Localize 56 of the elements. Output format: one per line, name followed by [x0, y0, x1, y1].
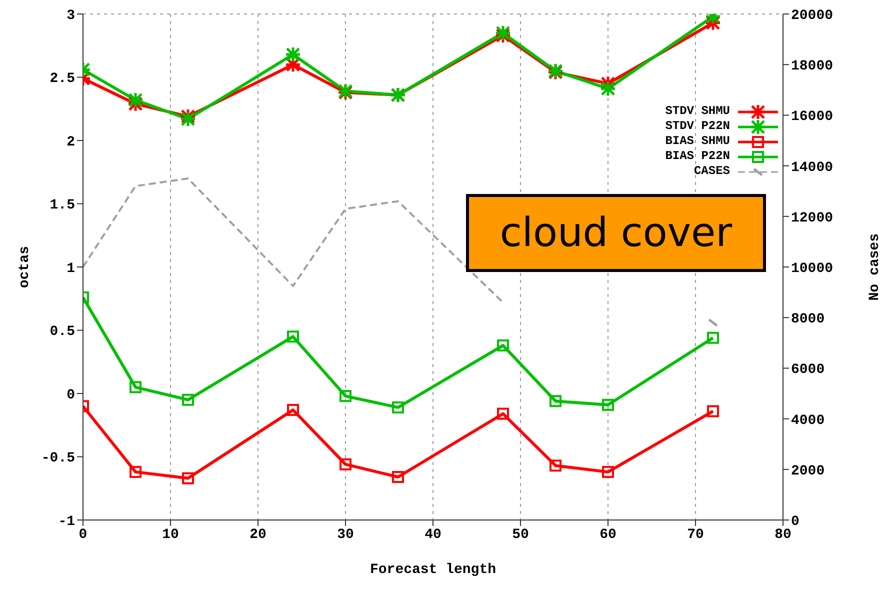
y2-tick-label: 2000 [791, 463, 825, 480]
y2-axis-title: No cases [866, 233, 883, 301]
y2-tick-label: 18000 [791, 58, 834, 75]
x-tick-label: 0 [78, 526, 88, 543]
y-axis-title: octas [16, 246, 33, 288]
y-tick-label: 0.5 [50, 324, 75, 340]
x-axis-title: Forecast length [370, 562, 496, 578]
legend-label: STDV P22N [665, 119, 730, 134]
point [392, 470, 404, 483]
point [182, 394, 194, 406]
x-tick-label: 50 [512, 526, 529, 543]
y-tick-label: -0.5 [41, 450, 75, 467]
y-tick-label: 1.5 [50, 198, 75, 214]
y-tick-label: 0 [66, 387, 75, 404]
y2-tick-label: 10000 [791, 260, 834, 277]
y-tick-label: 1 [66, 260, 75, 277]
point [497, 408, 509, 420]
x-tick-label: 70 [687, 526, 704, 543]
legend-label: BIAS SHMU [665, 134, 730, 149]
point [287, 404, 299, 416]
y-tick-label: 3 [66, 8, 75, 24]
point [550, 395, 562, 408]
x-tick-label: 10 [162, 526, 179, 543]
x-tick-label: 80 [774, 526, 792, 543]
point [602, 398, 614, 411]
x-tick-label: 20 [250, 526, 266, 543]
point [130, 381, 142, 394]
legend-label: BIAS P22N [665, 149, 730, 164]
y2-tick-label: 6000 [791, 362, 825, 378]
point [392, 401, 404, 414]
y-tick-label: 2.5 [50, 71, 75, 88]
point [707, 332, 719, 344]
y-tick-label: -1 [58, 514, 75, 530]
annotation: cloud cover [466, 194, 766, 272]
y2-tick-label: 4000 [791, 412, 825, 429]
y2-tick-label: 16000 [791, 109, 834, 126]
y2-tick-label: 0 [791, 514, 800, 530]
x-tick-label: 60 [600, 526, 616, 543]
point [340, 390, 352, 402]
point [602, 466, 614, 478]
point [287, 330, 299, 343]
y-tick-label: 2 [66, 134, 75, 150]
legend-label: CASES [694, 164, 730, 179]
y2-tick-label: 12000 [791, 210, 834, 226]
legend-label: STDV SHMU [665, 104, 730, 119]
y2-tick-label: 14000 [791, 160, 834, 176]
point [707, 405, 719, 418]
point [182, 472, 194, 484]
point [497, 339, 509, 352]
x-tick-label: 30 [337, 526, 354, 543]
x-tick-label: 40 [424, 526, 442, 543]
point [130, 466, 142, 478]
y2-tick-label: 20000 [791, 8, 834, 24]
point [340, 458, 352, 470]
point [550, 460, 562, 472]
y2-tick-label: 8000 [791, 312, 825, 328]
